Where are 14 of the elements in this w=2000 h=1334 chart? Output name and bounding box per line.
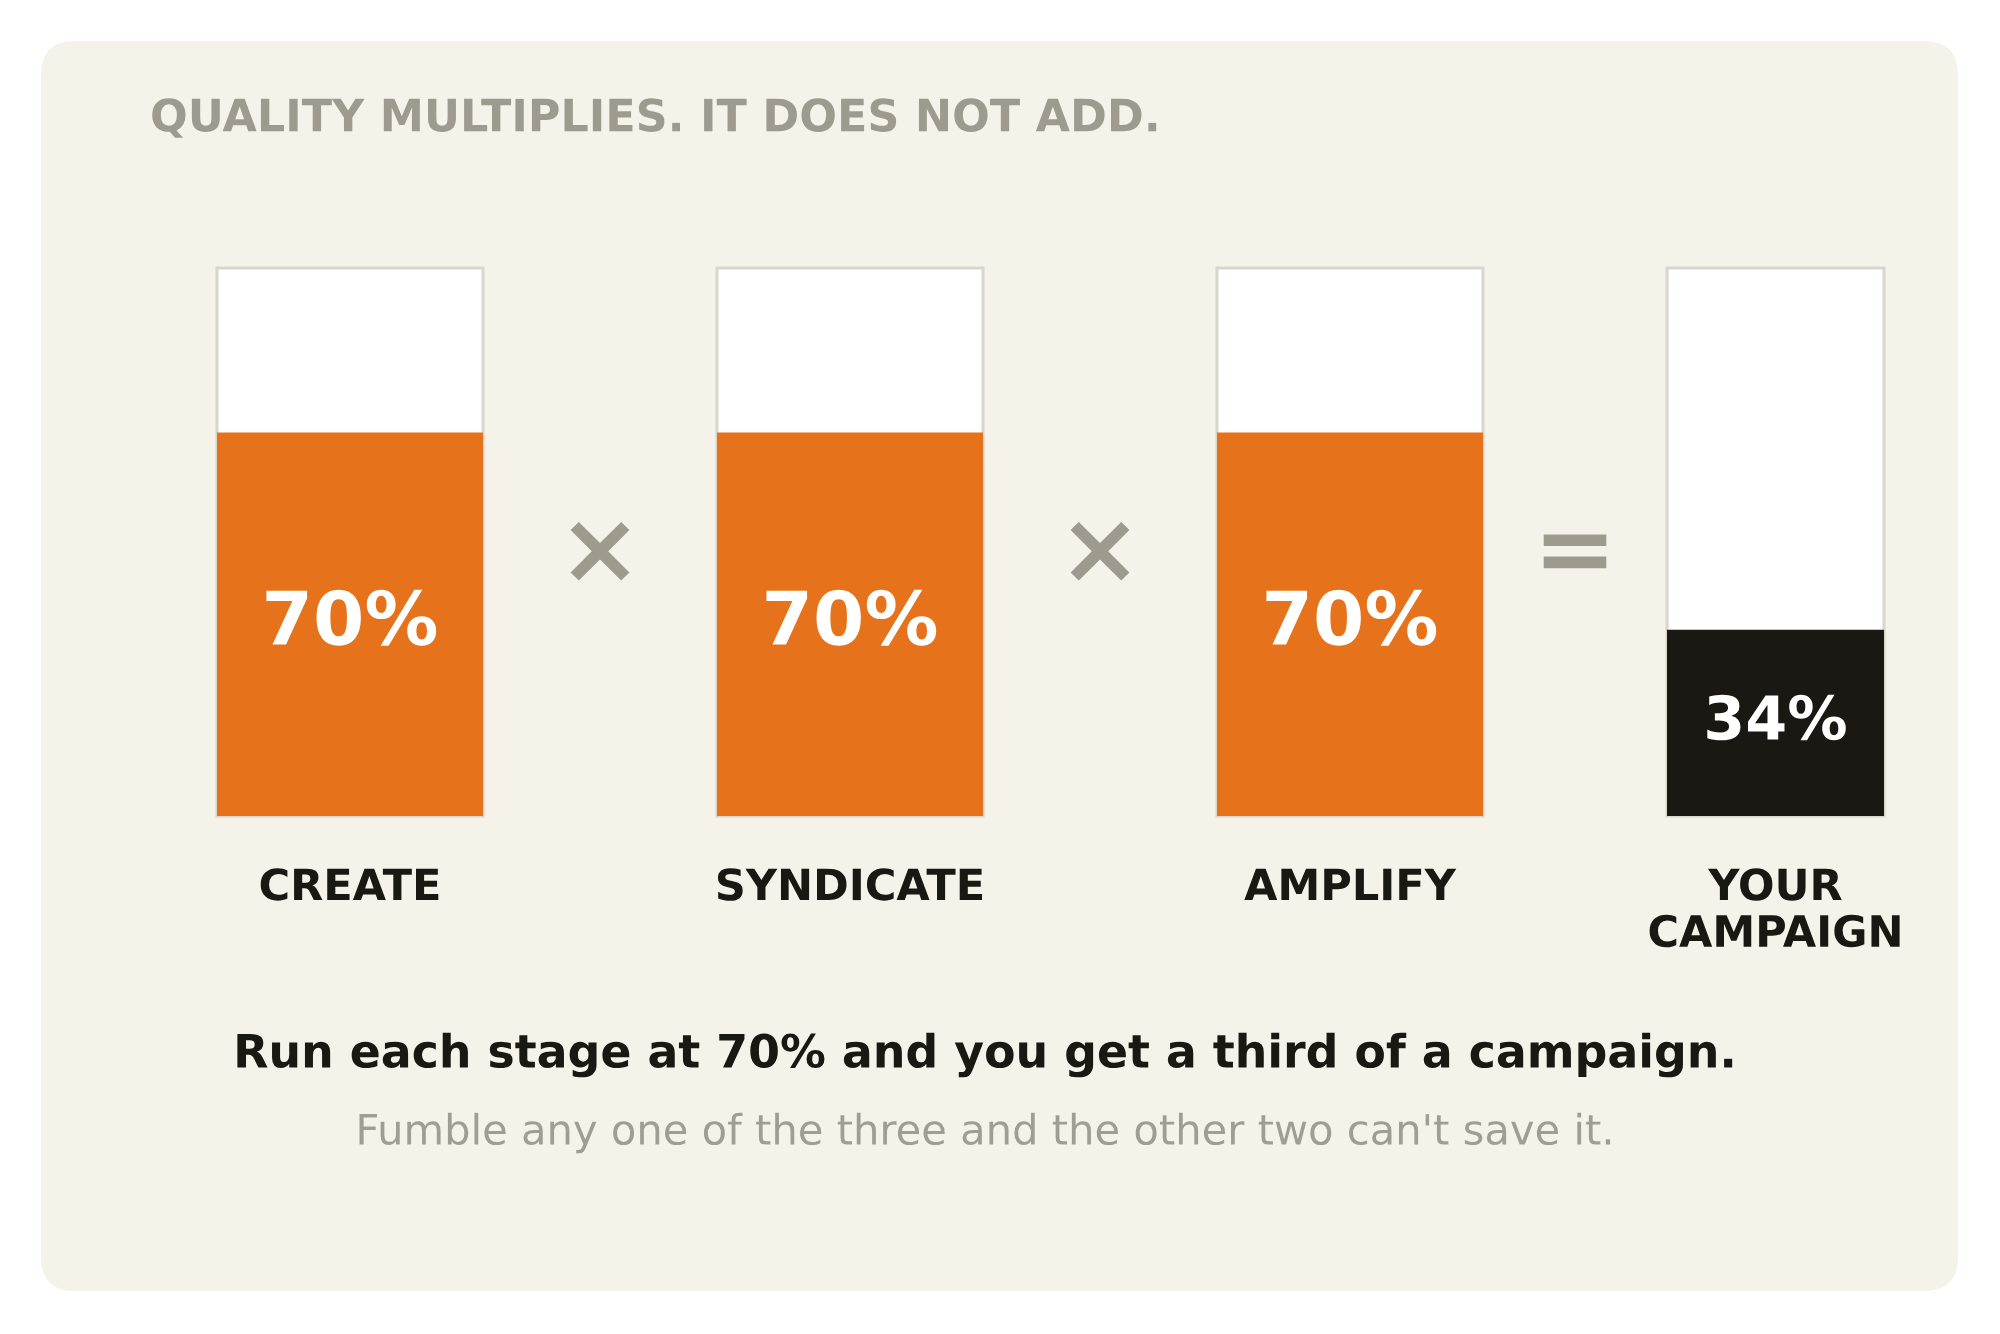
- x-tick-label: SYNDICATE: [717, 868, 983, 901]
- data-label: 70%: [766, 589, 937, 646]
- data-label: 70%: [266, 589, 437, 646]
- chart-title: QUALITY MULTIPLIES. IT DOES NOT ADD.: [152, 98, 1157, 138]
- annotation: ×: [1070, 521, 1130, 581]
- text: Fumble any one of the three and the other two can't save it.: [359, 1112, 1611, 1154]
- annotation: ×: [570, 521, 630, 581]
- data-label: 34%: [1707, 694, 1846, 741]
- x-tick-label: AMPLIFY: [1244, 868, 1457, 901]
- x-tick-label: YOUR CAMPAIGN: [1649, 868, 1900, 948]
- annotation: =: [1543, 534, 1607, 569]
- text: Run each stage at 70% and you get a third of a campaign.: [237, 1032, 1733, 1078]
- x-tick-label: CREATE: [260, 868, 439, 901]
- data-label: 70%: [1266, 589, 1437, 646]
